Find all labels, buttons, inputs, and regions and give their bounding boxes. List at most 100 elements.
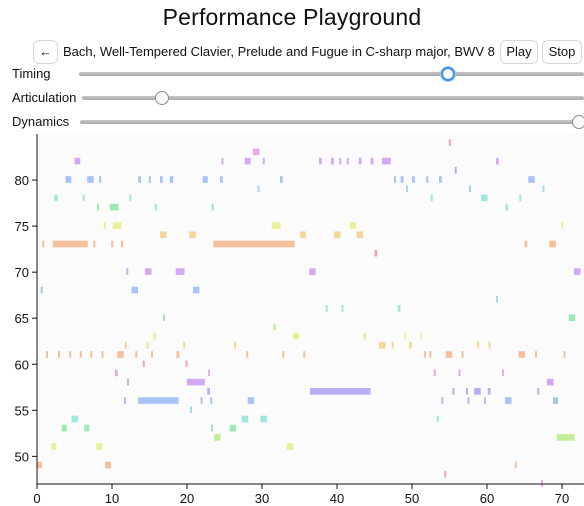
note-bar [234,341,237,349]
note-bar [185,360,188,368]
y-tick-label: 50 [15,449,29,464]
note-bar [163,314,165,321]
note-bar [202,176,208,183]
timing-label: Timing [12,66,51,81]
note-bar [273,323,276,331]
back-button[interactable]: ← [33,40,58,64]
plot-area [37,134,584,484]
note-bar [115,369,118,377]
note-bar [96,443,102,450]
note-bar [505,397,512,404]
piece-selector[interactable]: Bach, Well-Tempered Clavier, Prelude and… [63,44,495,59]
note-bar [404,332,407,340]
note-bar [458,369,461,377]
note-bar [82,194,85,202]
note-bar [556,434,575,441]
note-bar [424,351,426,358]
note-bar [200,397,203,404]
articulation-slider-row: Articulation [0,89,584,109]
note-bar [445,351,453,358]
note-bar [160,231,167,239]
note-bar [90,351,93,358]
play-button[interactable]: Play [500,40,538,64]
note-bar [429,351,432,358]
note-bar [65,176,72,183]
note-bar [131,286,138,294]
note-bar [549,240,556,248]
note-bar [535,351,537,358]
note-bar [111,240,114,248]
timing-slider[interactable] [79,67,584,81]
y-tick-label: 55 [15,403,29,418]
note-bar [244,157,251,165]
note-bar [271,222,281,229]
note-bar [528,176,535,183]
note-bar [541,480,543,487]
note-bar [331,157,334,165]
note-bar [190,406,192,414]
note-bar [160,176,163,183]
note-bar [474,388,481,395]
x-tick-label: 20 [180,491,194,506]
y-ticks: 50 55 60 65 70 75 80 [15,173,37,464]
note-bar [169,176,174,183]
dynamics-slider-thumb[interactable] [571,115,584,129]
note-bar [151,351,153,358]
note-bar [374,249,378,257]
dynamics-slider[interactable] [80,115,584,129]
note-bar [193,286,200,294]
note-bar [42,240,45,248]
toolbar: ← Bach, Well-Tempered Clavier, Prelude a… [0,40,584,66]
note-bar [69,351,72,358]
note-bar [40,286,43,294]
piano-roll-chart: 0 10 20 30 40 50 60 70 50 55 60 65 70 75 80 [15,134,584,506]
note-bar [109,203,119,211]
note-bar [568,314,576,321]
note-bar [176,351,180,358]
note-bar [229,424,237,432]
note-bar [105,461,111,469]
note-bar [127,378,129,386]
note-bar [126,268,129,275]
note-bar [84,424,90,432]
note-bar [93,240,96,248]
arrow-left-icon: ← [39,44,52,59]
y-tick-label: 60 [15,357,29,372]
note-bar [241,415,249,423]
note-bar [341,305,344,312]
note-bar [154,203,157,211]
articulation-slider[interactable] [82,91,584,105]
note-bar [484,397,486,404]
note-bar [51,443,57,450]
note-bar [518,351,525,358]
note-bar [211,424,213,432]
articulation-slider-thumb[interactable] [155,91,170,105]
note-bar [257,185,260,193]
note-bar [319,157,322,165]
stop-button[interactable]: Stop [542,40,582,64]
note-bar [310,388,371,395]
x-tick-label: 70 [555,491,569,506]
note-bar [79,351,82,358]
note-bar [208,369,210,377]
note-bar [153,332,156,340]
note-bar [103,222,106,229]
note-bar [444,470,447,478]
note-bar [74,157,81,165]
note-bar [574,268,581,275]
note-bar [101,351,104,358]
note-bar [466,388,468,395]
timing-slider-thumb[interactable] [440,67,455,81]
note-bar [286,443,294,450]
note-bar [553,397,558,404]
note-bar [358,157,362,165]
note-bar [175,268,185,275]
note-bar [379,341,386,349]
note-bar [561,222,564,229]
y-tick-label: 70 [15,265,29,280]
note-bar [117,351,124,358]
note-bar [363,332,366,340]
note-bar [505,203,508,211]
dynamics-label: Dynamics [12,114,70,129]
note-bar [397,305,401,312]
